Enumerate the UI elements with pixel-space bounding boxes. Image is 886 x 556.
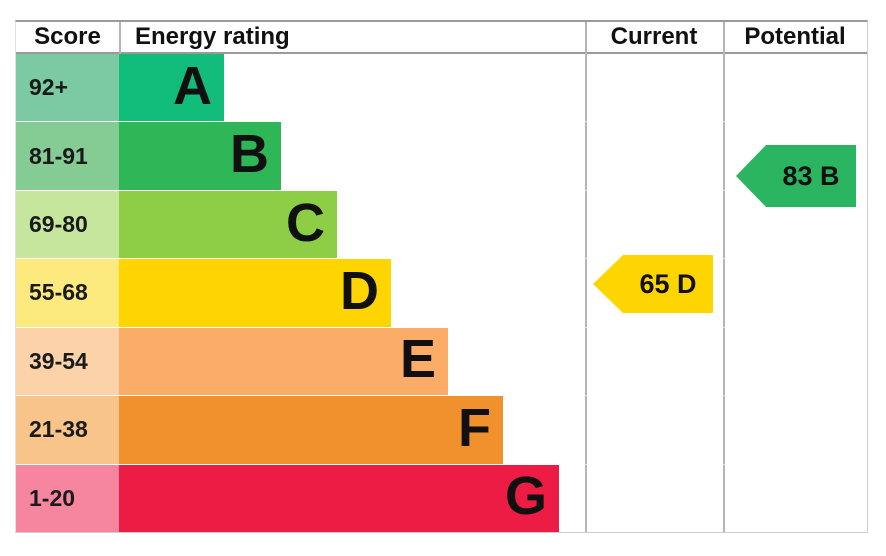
- band-bar-c: C: [119, 190, 337, 259]
- score-range-d: 55-68: [16, 259, 119, 327]
- current-column-divider: [585, 22, 587, 532]
- band-letter-a: A: [173, 55, 212, 116]
- band-row-a: 92+ A: [16, 54, 867, 123]
- band-letter-c: C: [286, 192, 325, 253]
- band-bar-d: D: [119, 259, 391, 327]
- score-range-c: 69-80: [16, 190, 119, 259]
- band-row-b: 81-91 B: [16, 122, 867, 191]
- score-range-f: 21-38: [16, 396, 119, 464]
- band-letter-b: B: [230, 124, 269, 185]
- table-header: Score Energy rating Current Potential: [16, 22, 867, 54]
- rating-table: Score Energy rating Current Potential 92…: [15, 20, 868, 533]
- band-bar-a: A: [119, 54, 224, 122]
- band-bar-f: F: [119, 396, 503, 464]
- score-range-b: 81-91: [16, 122, 119, 190]
- band-row-g: 1-20 G: [16, 464, 867, 532]
- potential-column-header: Potential: [744, 23, 846, 50]
- current-column-header: Current: [610, 23, 698, 50]
- band-row-f: 21-38 F: [16, 396, 867, 465]
- band-letter-g: G: [504, 466, 547, 527]
- potential-rating-label: 83 B: [782, 160, 840, 191]
- band-bar-e: E: [119, 327, 448, 396]
- score-column-divider: [119, 22, 121, 54]
- current-rating-label: 65 D: [639, 268, 697, 299]
- band-row-c: 69-80 C: [16, 190, 867, 260]
- energy-rating-column-header: Energy rating: [135, 23, 290, 50]
- band-letter-e: E: [399, 329, 436, 390]
- band-letter-d: D: [340, 260, 379, 321]
- score-column-header: Score: [34, 23, 101, 50]
- band-letter-f: F: [458, 397, 491, 458]
- potential-rating-arrow: 83 B: [736, 145, 856, 207]
- band-bar-b: B: [119, 122, 281, 190]
- band-row-e: 39-54 E: [16, 327, 867, 397]
- score-range-e: 39-54: [16, 327, 119, 396]
- potential-column-divider: [723, 22, 725, 532]
- score-range-g: 1-20: [16, 464, 119, 532]
- band-bar-g: G: [119, 464, 559, 532]
- score-range-a: 92+: [16, 54, 119, 122]
- band-rows: 92+ A 81-91 B 69-80 C 55-68: [16, 54, 867, 532]
- band-row-d: 55-68 D: [16, 259, 867, 328]
